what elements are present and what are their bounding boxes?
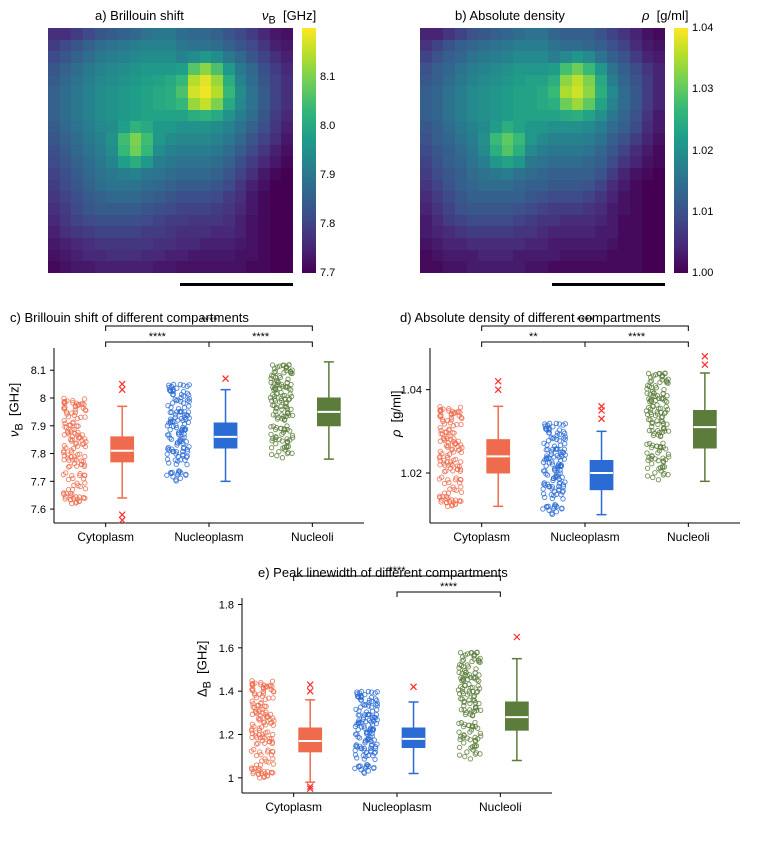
svg-text:1.02: 1.02 — [401, 468, 422, 480]
svg-text:7.9: 7.9 — [31, 421, 46, 433]
svg-text:****: **** — [576, 315, 594, 327]
ylabel-c: νB [GHz] — [7, 383, 26, 437]
colorbar-b — [674, 28, 688, 273]
svg-text:****: **** — [252, 331, 270, 343]
svg-text:Nucleoli: Nucleoli — [667, 530, 710, 544]
svg-text:****: **** — [200, 315, 218, 327]
heatmap-a — [48, 28, 293, 273]
svg-text:Nucleoli: Nucleoli — [479, 800, 522, 814]
svg-text:Cytoplasm: Cytoplasm — [77, 530, 134, 544]
panel-b-title: b) Absolute density — [455, 8, 565, 23]
scalebar-b — [552, 283, 665, 286]
svg-text:1.4: 1.4 — [219, 686, 234, 698]
svg-text:1.2: 1.2 — [219, 730, 234, 742]
svg-text:8.1: 8.1 — [31, 365, 46, 377]
svg-text:****: **** — [149, 331, 167, 343]
ylabel-e: ΔB [GHz] — [195, 641, 214, 697]
boxplot-c: 7.67.77.87.988.1CytoplasmNucleoplasmNucl… — [54, 348, 364, 563]
svg-text:Nucleoplasm: Nucleoplasm — [362, 800, 431, 814]
panel-b-cbar-title: ρ [g/ml] — [642, 8, 688, 23]
svg-text:****: **** — [440, 581, 458, 593]
svg-text:7.6: 7.6 — [31, 504, 46, 516]
svg-text:1.04: 1.04 — [401, 385, 422, 397]
panel-d-title: d) Absolute density of different compart… — [400, 310, 661, 325]
boxplot-e: 11.21.41.61.8CytoplasmNucleoplasmNucleol… — [242, 598, 552, 833]
svg-text:1: 1 — [228, 773, 234, 785]
heatmap-b — [420, 28, 665, 273]
svg-text:Nucleoli: Nucleoli — [291, 530, 334, 544]
panel-e-title: e) Peak linewidth of different compartme… — [258, 565, 508, 580]
svg-text:8: 8 — [40, 393, 46, 405]
svg-text:1.6: 1.6 — [219, 643, 234, 655]
panel-a-title: a) Brillouin shift — [95, 8, 184, 23]
scalebar-a — [180, 283, 293, 286]
colorbar-a — [302, 28, 316, 273]
svg-text:Cytoplasm: Cytoplasm — [265, 800, 322, 814]
svg-text:Nucleoplasm: Nucleoplasm — [550, 530, 619, 544]
svg-text:Nucleoplasm: Nucleoplasm — [174, 530, 243, 544]
svg-text:Cytoplasm: Cytoplasm — [453, 530, 510, 544]
svg-text:****: **** — [628, 331, 646, 343]
svg-text:**: ** — [529, 331, 538, 343]
ylabel-d: ρ [g/ml] — [389, 391, 404, 437]
svg-text:****: **** — [388, 565, 406, 577]
svg-text:1.8: 1.8 — [219, 600, 234, 612]
boxplot-d: 1.021.04CytoplasmNucleoplasmNucleoli****… — [430, 348, 740, 563]
svg-text:7.7: 7.7 — [31, 476, 46, 488]
svg-text:7.8: 7.8 — [31, 449, 46, 461]
panel-a-cbar-title: νB [GHz] — [262, 8, 316, 27]
